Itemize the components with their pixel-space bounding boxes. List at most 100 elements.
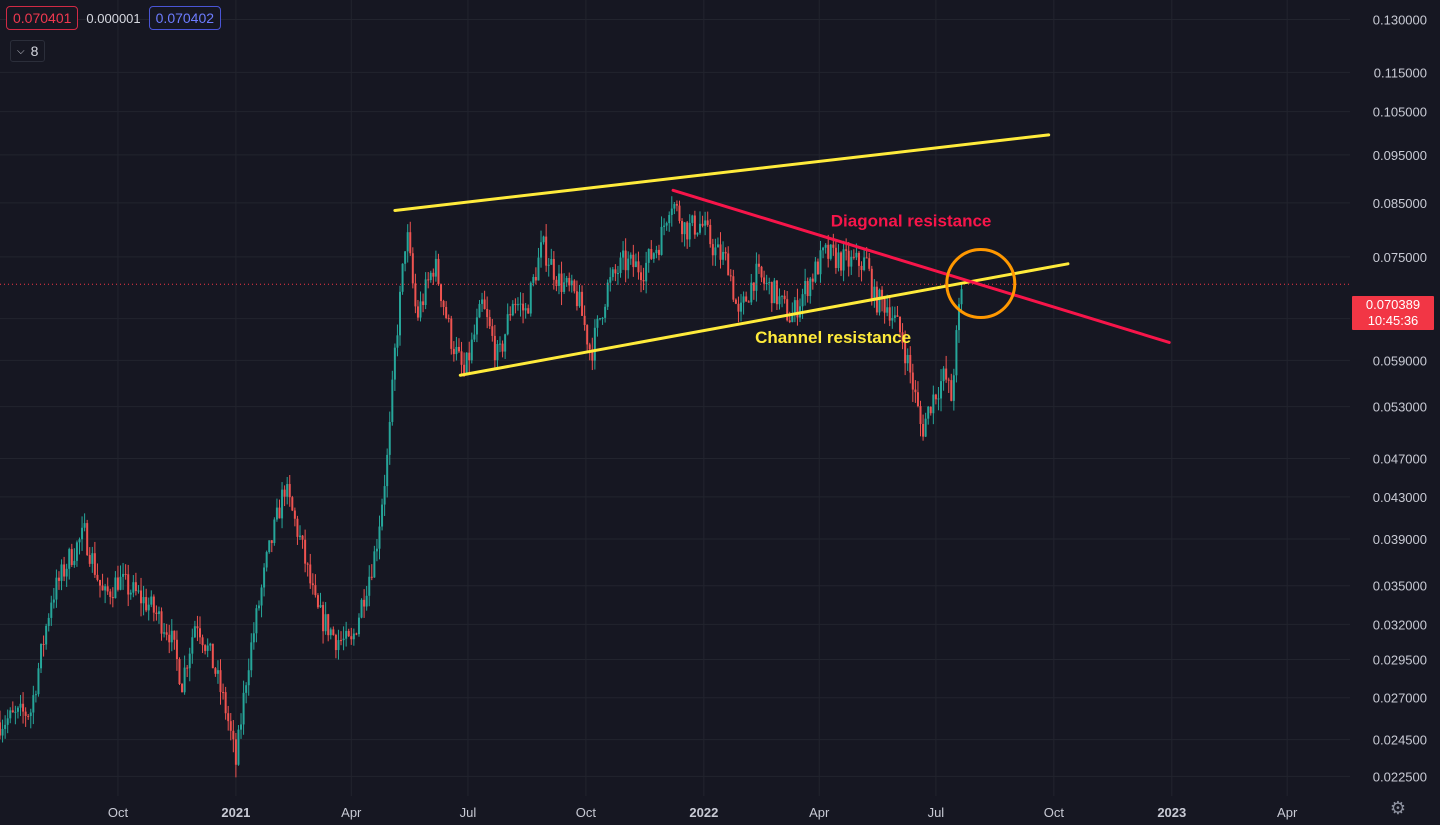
candle-body — [227, 713, 230, 722]
candle-body — [47, 617, 50, 626]
candle-body — [116, 577, 119, 590]
candle-body — [440, 284, 443, 302]
candle-body — [375, 548, 378, 552]
bid-button[interactable]: 0.070401 — [6, 6, 79, 30]
candle-body — [481, 299, 484, 304]
x-tick-label: 2022 — [689, 805, 718, 820]
candle-body — [924, 418, 927, 437]
candle-body — [640, 272, 643, 281]
channel-bottom-line — [458, 262, 1070, 377]
candle-body — [478, 303, 481, 318]
candle-body — [824, 244, 827, 248]
gear-icon[interactable]: ⚙ — [1389, 798, 1406, 818]
indicators-toggle[interactable]: ⌵ 8 — [10, 40, 46, 62]
candle-body — [445, 306, 448, 318]
candle-body — [416, 306, 419, 318]
candle-body — [475, 317, 478, 335]
candle-body — [916, 392, 919, 407]
candle-body — [4, 724, 7, 729]
candle-body — [206, 645, 209, 651]
candle-body — [901, 332, 904, 343]
candle-body — [57, 577, 60, 581]
candle-body — [650, 249, 653, 259]
annotation-label: Diagonal resistance — [831, 211, 992, 230]
candle-body — [357, 617, 360, 635]
y-tick-label: 0.032000 — [1373, 617, 1427, 632]
candle-body — [922, 424, 925, 437]
candle-body — [514, 303, 517, 306]
candle-body — [742, 296, 745, 303]
candle-body — [91, 553, 94, 564]
candle-body — [804, 281, 807, 295]
candle-body — [791, 314, 794, 323]
candle-body — [534, 277, 537, 281]
candle-body — [473, 334, 476, 340]
candle-body — [586, 325, 589, 345]
candle-body — [957, 304, 960, 331]
candle-body — [332, 629, 335, 635]
y-tick-label: 0.029500 — [1373, 652, 1427, 667]
candle-body — [14, 711, 17, 713]
candle-body — [134, 582, 137, 592]
candle-body — [819, 250, 822, 275]
ask-button[interactable]: 0.070402 — [148, 6, 222, 30]
candle-body — [601, 317, 604, 319]
candle-body — [450, 318, 453, 349]
candle-body — [873, 286, 876, 300]
candle-body — [652, 253, 655, 259]
candle-body — [655, 249, 658, 254]
candle-body — [516, 304, 519, 306]
candle-body — [616, 273, 619, 275]
candle-body — [268, 540, 271, 553]
candle-body — [173, 630, 176, 640]
candle-body — [893, 315, 896, 318]
candle-body — [219, 670, 222, 693]
candle-body — [947, 379, 950, 381]
candle-body — [606, 282, 609, 307]
candle-body — [699, 223, 701, 233]
candle-body — [68, 549, 71, 569]
candle-body — [314, 585, 317, 596]
candle-body — [140, 590, 143, 604]
candle-body — [560, 273, 563, 292]
candle-body — [665, 223, 668, 226]
candle-body — [719, 244, 722, 260]
candle-body — [809, 278, 812, 297]
candle-body — [360, 599, 363, 618]
candle-body — [250, 642, 253, 671]
candle-body — [578, 291, 581, 307]
candle-body — [122, 573, 125, 577]
candle-body — [299, 535, 301, 537]
candle-body — [486, 309, 489, 318]
candle-body — [334, 634, 337, 651]
candle-body — [247, 670, 250, 686]
candle-body — [386, 454, 389, 487]
candle-body — [857, 252, 860, 266]
candle-body — [93, 553, 96, 575]
candle-body — [732, 276, 735, 300]
candle-body — [501, 343, 504, 352]
candle-body — [637, 261, 640, 273]
chevron-down-icon: ⌵ — [17, 45, 25, 57]
candle-body — [186, 667, 189, 669]
candle-body — [222, 692, 225, 694]
candle-body — [570, 280, 573, 286]
candle-body — [301, 535, 304, 540]
candle-body — [747, 301, 750, 303]
diagonal-resistance-line — [671, 188, 1171, 344]
candle-body — [137, 590, 140, 592]
candle-body — [237, 729, 240, 765]
candle-body — [752, 282, 755, 291]
candle-body — [622, 250, 625, 258]
candle-body — [634, 261, 637, 268]
candle-body — [614, 269, 617, 274]
candle-body — [796, 300, 799, 318]
candle-body — [629, 254, 632, 259]
candle-body — [511, 303, 514, 316]
candle-body — [847, 250, 850, 267]
candle-body — [483, 299, 486, 310]
candle-body — [273, 519, 276, 544]
candle-body — [350, 636, 353, 640]
y-tick-label: 0.130000 — [1373, 12, 1427, 27]
